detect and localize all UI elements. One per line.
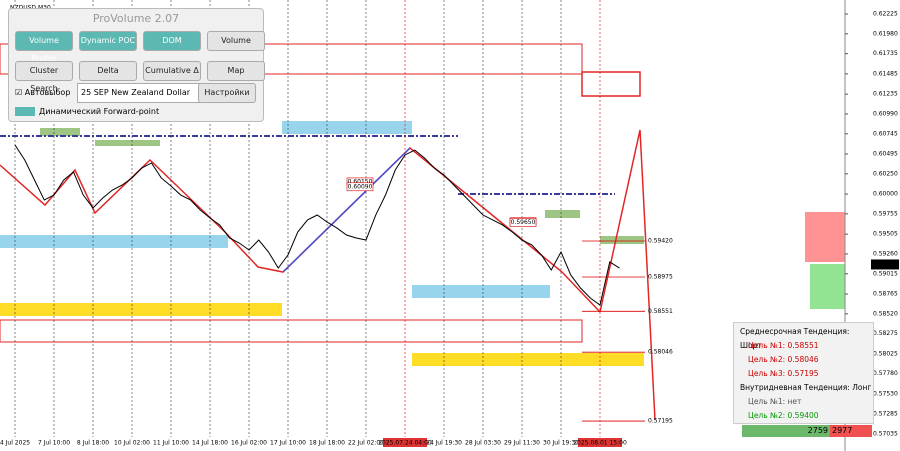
- level-label: 0.59420: [648, 237, 673, 244]
- zone: [0, 235, 228, 248]
- zone: [412, 353, 644, 366]
- checkbox[interactable]: ☑ Автовыбор: [15, 88, 71, 97]
- y-tick-label: 0.61980: [873, 30, 898, 37]
- provolume-panel: ProVolume 2.07 Volume Profile Dynamic POC…: [8, 8, 265, 122]
- x-tick-label: 2025.07.24 04:00: [378, 440, 432, 447]
- target: Цель №1: нет: [748, 397, 802, 406]
- tool-button[interactable]: Cluster Search: [15, 61, 73, 93]
- depth: [810, 264, 845, 309]
- depth: [805, 212, 845, 262]
- level-label: 0.58551: [648, 308, 673, 315]
- target: Цель №1: 0.58551: [748, 341, 819, 350]
- zone: [0, 303, 282, 316]
- panel-title: ProVolume 2.07: [92, 12, 180, 25]
- zone: [282, 121, 412, 134]
- price-box: [509, 218, 537, 227]
- y-tick-label: 0.59755: [873, 210, 898, 217]
- y-tick-label: 0.60990: [873, 110, 898, 117]
- y-tick-label: 0.60495: [873, 151, 898, 158]
- toggle-label: Динамический Forward-point: [39, 107, 160, 116]
- y-tick-label: 0.62225: [873, 11, 898, 18]
- label-bg: [578, 438, 622, 447]
- trend: Среднесрочная Тенденция: Шорт: [740, 327, 850, 350]
- zone: [600, 236, 644, 244]
- x-tick-label: 28 Jul 03:30: [465, 440, 501, 447]
- level-label: 0.58046: [648, 349, 673, 356]
- price-line: [14, 144, 620, 306]
- label-bg: [383, 438, 427, 447]
- y-tick-label: 0.61485: [873, 70, 898, 77]
- y-tick-label: 0.61735: [873, 50, 898, 57]
- last-price-label: 0.59130: [873, 261, 898, 268]
- x-tick-label: 29 Jul 11:30: [504, 440, 540, 447]
- tool-button[interactable]: Cumulative Δ: [143, 61, 201, 81]
- price-box: [346, 182, 374, 192]
- zone: [95, 140, 160, 146]
- y-tick-label: 0.59260: [873, 250, 898, 257]
- target-line: [599, 129, 656, 421]
- y-tick-label: 0.58765: [873, 291, 898, 298]
- zone: [581, 71, 641, 97]
- level-label: 0.58975: [648, 274, 673, 281]
- x-tick-label: 14 Jul 18:00: [192, 440, 228, 447]
- y-tick-label: 0.57530: [873, 390, 898, 397]
- settings-button[interactable]: Настройки: [198, 83, 256, 103]
- x-tick-label: 4 Jul 2025: [0, 440, 30, 447]
- volume-bar: 2759 2977: [742, 425, 872, 437]
- zone: [40, 128, 80, 136]
- zone: [0, 319, 583, 343]
- y-tick-label: 0.57285: [873, 410, 898, 417]
- x-tick-label: 17 Jul 10:00: [270, 440, 306, 447]
- y-tick-label: 0.60250: [873, 170, 898, 177]
- trend: Внутридневная Тенденция: Лонг: [740, 383, 872, 392]
- checkbox-label: Автовыбор: [24, 88, 71, 97]
- tool-button[interactable]: DOM: [143, 31, 201, 51]
- sell-volume: 2977: [830, 425, 872, 437]
- x-tick-label: 7 Jul 10:00: [38, 440, 70, 447]
- info-box: Среднесрочная Тенденция: Шорт Цель №1: 0…: [733, 322, 874, 424]
- target: Цель №3: 0.57195: [748, 369, 819, 378]
- tool-button[interactable]: Map: [207, 61, 265, 81]
- y-tick-label: 0.57035: [873, 431, 898, 438]
- y-tick-label: 0.58025: [873, 350, 898, 357]
- zone: [412, 285, 550, 298]
- last-price-box: [871, 259, 899, 270]
- y-tick-label: 0.57780: [873, 370, 898, 377]
- x-tick-label: 16 Jul 02:00: [231, 440, 267, 447]
- x-tick-label: 2025.08.01 15:00: [573, 440, 627, 447]
- y-tick-label: 0.58520: [873, 310, 898, 317]
- y-tick-label: 0.58275: [873, 330, 898, 337]
- x-tick-label: 10 Jul 02:00: [114, 440, 150, 447]
- zone: [545, 210, 580, 218]
- level-label: 0.57195: [648, 418, 673, 425]
- price-box-label: 0.60150: [348, 178, 373, 185]
- tool-button[interactable]: Dynamic POC: [79, 31, 137, 51]
- toggle[interactable]: Динамический Forward-point: [15, 105, 159, 119]
- y-tick-label: 0.61235: [873, 91, 898, 98]
- x-tick-label: 8 Jul 18:00: [77, 440, 109, 447]
- price-box-label: 0.59650: [511, 219, 536, 226]
- buy-volume: 2759: [742, 425, 830, 437]
- tool-button[interactable]: Volume Profile: [15, 31, 73, 63]
- tool-button[interactable]: Volume: [207, 31, 265, 51]
- price-box-label: 0.60090: [348, 183, 373, 190]
- target: Цель №2: 0.59400: [748, 411, 819, 420]
- tool-button[interactable]: Delta: [79, 61, 137, 81]
- instrument-select[interactable]: 25 SEP New Zealand Dollar: [77, 83, 200, 103]
- zone: [0, 43, 583, 75]
- x-tick-label: 22 Jul 02:00: [348, 440, 384, 447]
- y-tick-label: 0.60745: [873, 130, 898, 137]
- target: Цель №2: 0.58046: [748, 355, 819, 364]
- x-tick-label: 11 Jul 10:00: [153, 440, 189, 447]
- x-tick-label: 24 Jul 19:30: [426, 440, 462, 447]
- trend-line: [282, 147, 411, 273]
- x-tick-label: 18 Jul 18:00: [309, 440, 345, 447]
- y-tick-label: 0.59015: [873, 270, 898, 277]
- y-tick-label: 0.59505: [873, 231, 898, 238]
- x-tick-label: 30 Jul 19:30: [543, 440, 579, 447]
- y-tick-label: 0.60000: [873, 191, 898, 198]
